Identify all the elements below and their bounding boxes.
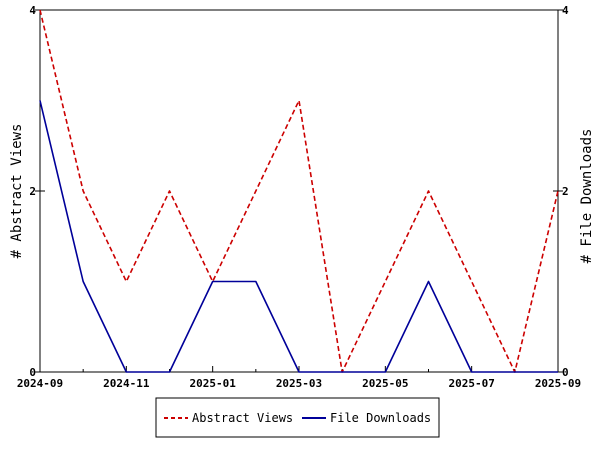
y-left-tick-label: 0 xyxy=(29,366,36,379)
y-left-tick-label: 2 xyxy=(29,185,36,198)
x-tick-label: 2024-11 xyxy=(103,377,150,390)
y-left-tick-label: 4 xyxy=(29,4,36,17)
series-line-file-downloads xyxy=(39,100,558,373)
x-tick-label: 2025-03 xyxy=(276,377,322,390)
x-tick-label: 2025-05 xyxy=(362,377,408,390)
legend-box xyxy=(155,397,440,438)
series-lines xyxy=(39,9,559,373)
y-right-tick-label: 4 xyxy=(562,4,569,17)
legend-label-file-downloads: File Downloads xyxy=(330,411,431,425)
plot-area xyxy=(39,9,559,373)
x-tick-label: 2025-07 xyxy=(448,377,494,390)
axis-ticks: 2024-09 2024-11 2025-01 2025-03 2025-05 2025-… xyxy=(17,4,581,390)
legend-label-abstract-views: Abstract Views xyxy=(192,411,293,425)
y-axis-left-title: # Abstract Views xyxy=(9,124,25,259)
x-tick-label: 2025-09 xyxy=(535,377,581,390)
x-tick-label: 2025-01 xyxy=(189,377,236,390)
y-axis-right-title: # File Downloads xyxy=(579,129,595,264)
legend: Abstract Views File Downloads xyxy=(155,397,440,438)
y-right-tick-label: 0 xyxy=(562,366,569,379)
y-right-tick-label: 2 xyxy=(562,185,569,198)
x-tick-label: 2024-09 xyxy=(17,377,63,390)
